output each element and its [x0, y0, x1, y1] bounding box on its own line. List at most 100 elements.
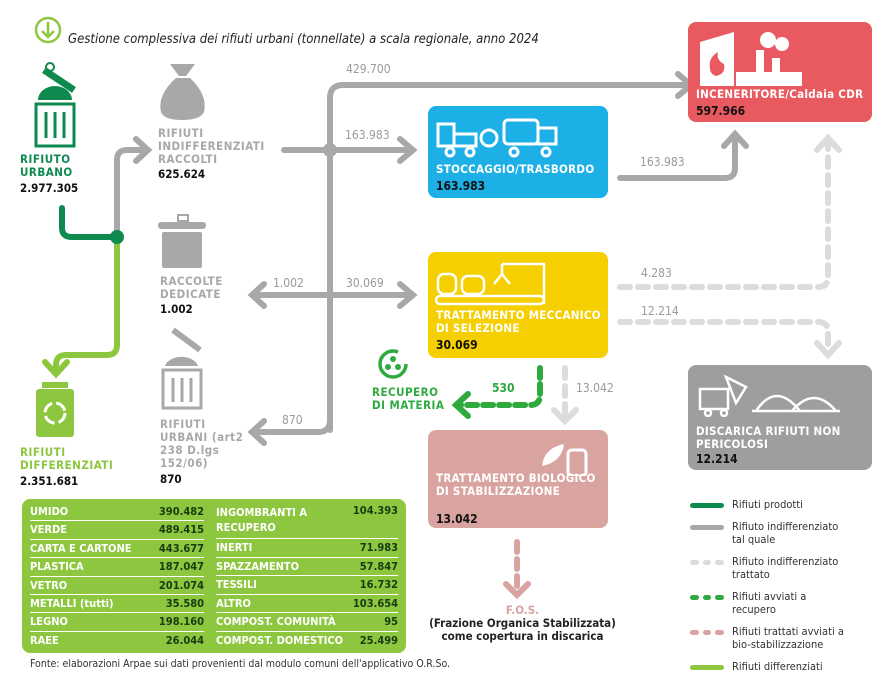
material-name: INERTI — [216, 541, 253, 554]
legend-item: Rifiuti differenziati — [690, 660, 852, 673]
stoccaggio-value: 163.983 — [436, 179, 486, 193]
material-value: 198.160 — [158, 615, 204, 629]
material-row: METALLI (tutti) 35.580 — [30, 595, 204, 614]
materials-column-left: UMIDO 390.482 VERDE 489.415 CARTA E CARTONE 4… — [30, 503, 204, 649]
garbage-bag-icon — [160, 64, 205, 120]
discarica-label: DISCARICA RIFIUTI NON PERICOLOSI — [696, 424, 841, 451]
legend-item: Rifiuto indifferenziato trattato — [690, 555, 852, 581]
material-name: METALLI (tutti) — [30, 596, 114, 610]
recupero-label: RECUPERO DI MATERIA — [372, 385, 445, 412]
material-name: COMPOST. DOMESTICO — [216, 633, 344, 647]
indifferenziati-label: RIFIUTI INDIFFERENZIATI RACCOLTI — [158, 126, 265, 166]
truck-icon — [436, 118, 558, 158]
legend-label: Rifiuti differenziati — [732, 660, 823, 673]
flow-tmb-to-recupero: 530 — [492, 381, 515, 395]
material-name: CARTA E CARTONE — [30, 541, 132, 555]
legend-label: Rifiuti avviati a recupero — [732, 590, 807, 616]
download-circle-icon — [34, 16, 62, 44]
material-value: 443.677 — [158, 541, 204, 555]
recycle-bin-icon — [36, 382, 74, 437]
fos-description: (Frazione Organica Stabilizzata) come co… — [429, 616, 616, 643]
differenziati-label: RIFIUTI DIFFERENZIATI — [20, 445, 114, 472]
trash-bin-icon — [161, 327, 203, 410]
rifiuti-urbani-art-value: 870 — [160, 472, 182, 486]
page-title: Gestione complessiva dei rifiuti urbani … — [68, 32, 539, 47]
legend-swatch — [690, 503, 724, 508]
material-row: COMPOST. COMUNITÀ 95 — [216, 613, 398, 632]
stoccaggio-label: STOCCAGGIO/TRASBORDO — [436, 162, 595, 176]
materials-table: UMIDO 390.482 VERDE 489.415 CARTA E CARTONE 4… — [22, 499, 406, 653]
tmb-box: TRATTAMENTO MECCANICO DI SELEZIONE 30.06… — [428, 252, 608, 358]
material-row: COMPOST. DOMESTICO 25.499 — [216, 632, 398, 650]
inceneritore-box: INCENERITORE/Caldaia CDR 597.966 — [688, 22, 872, 122]
line-produced — [59, 205, 120, 240]
raccolte-dedicate-label: RACCOLTE DEDICATE — [160, 274, 223, 301]
leaf-tank-icon — [542, 444, 588, 476]
material-row: VETRO 201.074 — [30, 577, 204, 595]
material-row: ALTRO 103.654 — [216, 595, 398, 613]
material-row: INERTI 71.983 — [216, 539, 398, 558]
material-row: INGOMBRANTI A RECUPERO 104.393 — [216, 503, 398, 539]
line-differenziati — [53, 237, 120, 372]
material-row: UMIDO 390.482 — [30, 503, 204, 522]
legend-swatch — [690, 595, 725, 600]
flow-to-urbani-art: 870 — [282, 413, 303, 427]
raccolte-dedicate-value: 1.002 — [160, 302, 193, 316]
material-name: RAEE — [30, 633, 59, 647]
material-name: COMPOST. COMUNITÀ — [216, 615, 336, 628]
landfill-icon — [698, 374, 840, 417]
material-name: VERDE — [30, 523, 68, 537]
material-value: 26.044 — [165, 633, 204, 647]
material-row: VERDE 489.415 — [30, 521, 204, 540]
material-value: 71.983 — [359, 541, 398, 554]
bin-icon — [158, 214, 206, 268]
source-note: Fonte: elaborazioni Arpae sui dati prove… — [30, 658, 451, 670]
material-value: 489.415 — [158, 523, 204, 537]
legend-label: Rifiuto indifferenziato trattato — [732, 555, 839, 581]
material-value: 187.047 — [158, 560, 204, 574]
biologico-label: TRATTAMENTO BIOLOGICO DI STABILIZZAZIONE — [436, 471, 596, 498]
material-value: 390.482 — [158, 505, 204, 518]
material-value: 57.847 — [359, 559, 398, 573]
material-value: 25.499 — [359, 633, 398, 647]
legend-item: Rifiuti prodotti — [690, 498, 852, 511]
flow-tmb-to-inceneritore: 4.283 — [641, 266, 672, 280]
legend-label: Rifiuti prodotti — [732, 498, 803, 511]
material-value: 103.654 — [352, 596, 398, 610]
inceneritore-label: INCENERITORE/Caldaia CDR — [696, 87, 864, 101]
stoccaggio-box: STOCCAGGIO/TRASBORDO 163.983 — [428, 106, 608, 198]
differenziati-value: 2.351.681 — [20, 474, 79, 488]
legend: Rifiuti prodotti Rifiuto indifferenziato … — [690, 498, 852, 682]
flow-to-tmb: 30.069 — [346, 276, 384, 290]
factory-icon — [700, 32, 802, 86]
tmb-label: TRATTAMENTO MECCANICO DI SELEZIONE — [436, 308, 601, 335]
flow-to-inceneritore: 429.700 — [346, 62, 391, 76]
material-value: 201.074 — [158, 578, 204, 592]
material-row: TESSILI 16.732 — [216, 576, 398, 595]
fos-title: F.O.S. — [505, 603, 540, 617]
material-value: 35.580 — [165, 596, 204, 610]
material-name: INGOMBRANTI A RECUPERO — [216, 506, 307, 534]
flow-tmb-to-biologico: 13.042 — [576, 381, 614, 395]
fos-block: F.O.S. (Frazione Organica Stabilizzata) … — [420, 604, 625, 643]
biologico-value: 13.042 — [436, 512, 478, 526]
discarica-box: DISCARICA RIFIUTI NON PERICOLOSI 12.214 — [688, 365, 872, 470]
material-row: PLASTICA 187.047 — [30, 558, 204, 577]
materials-column-right: INGOMBRANTI A RECUPERO 104.393 INERTI 71.98… — [216, 503, 398, 649]
material-name: UMIDO — [30, 505, 69, 518]
discarica-value: 12.214 — [696, 452, 738, 466]
legend-swatch — [690, 560, 725, 565]
legend-swatch — [690, 665, 724, 670]
rifiuti-urbani-art-label: RIFIUTI URBANI (art2 238 D.lgs 152/06) — [160, 417, 244, 470]
material-row: RAEE 26.044 — [30, 632, 204, 649]
material-name: ALTRO — [216, 596, 251, 610]
recovery-icon — [378, 349, 408, 379]
rifiuto-urbano-value: 2.977.305 — [20, 181, 79, 195]
legend-label: Rifiuto indifferenziato tal quale — [732, 520, 839, 546]
flow-stoccaggio-to-inceneritore: 163.983 — [640, 155, 685, 169]
flow-tmb-to-discarica: 12.214 — [641, 304, 679, 318]
legend-item: Rifiuto indifferenziato tal quale — [690, 520, 852, 546]
inceneritore-value: 597.966 — [696, 104, 746, 118]
flow-to-dedicate: 1.002 — [273, 276, 304, 290]
